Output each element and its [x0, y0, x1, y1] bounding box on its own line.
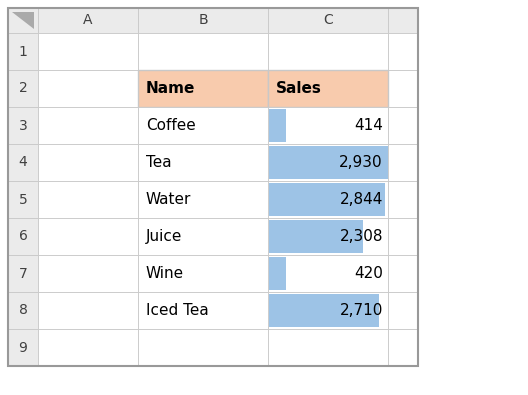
- Text: Wine: Wine: [146, 266, 184, 281]
- Text: 9: 9: [18, 340, 27, 354]
- Bar: [8, 218, 38, 255]
- Bar: [138, 181, 268, 218]
- Bar: [38, 33, 138, 70]
- Bar: [138, 218, 268, 255]
- Bar: [8, 8, 38, 33]
- Bar: [38, 8, 138, 33]
- Bar: [8, 144, 38, 181]
- Bar: [38, 144, 138, 181]
- Bar: [268, 70, 388, 107]
- Text: B: B: [198, 13, 208, 28]
- Text: 2,930: 2,930: [340, 155, 383, 170]
- Bar: [268, 292, 388, 329]
- Bar: [138, 107, 268, 144]
- Text: 8: 8: [18, 303, 27, 318]
- Bar: [38, 255, 138, 292]
- Text: Coffee: Coffee: [146, 118, 196, 133]
- Bar: [8, 181, 38, 218]
- Bar: [8, 292, 38, 329]
- Text: 2,844: 2,844: [340, 192, 383, 207]
- Bar: [388, 70, 418, 107]
- Bar: [268, 255, 388, 292]
- Text: 6: 6: [18, 229, 27, 243]
- Bar: [138, 144, 268, 181]
- Text: 414: 414: [354, 118, 383, 133]
- Bar: [388, 329, 418, 366]
- Text: 420: 420: [354, 266, 383, 281]
- Text: C: C: [323, 13, 333, 28]
- Text: 7: 7: [18, 267, 27, 280]
- Text: 1: 1: [18, 45, 27, 58]
- Bar: [268, 33, 388, 70]
- Bar: [388, 33, 418, 70]
- Bar: [268, 218, 388, 255]
- Bar: [388, 8, 418, 33]
- Bar: [138, 33, 268, 70]
- Text: A: A: [83, 13, 93, 28]
- Bar: [38, 218, 138, 255]
- Text: 2: 2: [18, 81, 27, 96]
- Bar: [388, 181, 418, 218]
- Bar: [268, 107, 388, 144]
- Bar: [269, 294, 379, 327]
- Bar: [8, 70, 38, 107]
- Bar: [8, 107, 38, 144]
- Bar: [268, 8, 388, 33]
- Text: Water: Water: [146, 192, 191, 207]
- Bar: [138, 329, 268, 366]
- Bar: [268, 181, 388, 218]
- Bar: [269, 220, 363, 253]
- Text: 4: 4: [18, 156, 27, 169]
- Bar: [269, 146, 388, 179]
- Bar: [388, 107, 418, 144]
- Bar: [38, 329, 138, 366]
- Bar: [38, 292, 138, 329]
- Text: Iced Tea: Iced Tea: [146, 303, 209, 318]
- Bar: [269, 183, 384, 216]
- Bar: [388, 292, 418, 329]
- Bar: [269, 257, 286, 290]
- Bar: [38, 107, 138, 144]
- Bar: [268, 329, 388, 366]
- Bar: [138, 255, 268, 292]
- Bar: [8, 8, 418, 366]
- Text: Name: Name: [146, 81, 195, 96]
- Text: Juice: Juice: [146, 229, 182, 244]
- Text: 3: 3: [18, 118, 27, 132]
- Bar: [388, 218, 418, 255]
- Bar: [138, 70, 268, 107]
- Bar: [268, 144, 388, 181]
- Bar: [138, 292, 268, 329]
- Text: Tea: Tea: [146, 155, 172, 170]
- Bar: [8, 255, 38, 292]
- Text: 2,710: 2,710: [340, 303, 383, 318]
- Bar: [388, 255, 418, 292]
- Bar: [269, 109, 286, 142]
- Text: Sales: Sales: [276, 81, 322, 96]
- Bar: [8, 329, 38, 366]
- Bar: [388, 144, 418, 181]
- Bar: [138, 8, 268, 33]
- Bar: [38, 181, 138, 218]
- Text: 2,308: 2,308: [340, 229, 383, 244]
- Bar: [8, 33, 38, 70]
- Text: 5: 5: [18, 192, 27, 207]
- Bar: [38, 70, 138, 107]
- Polygon shape: [12, 12, 34, 29]
